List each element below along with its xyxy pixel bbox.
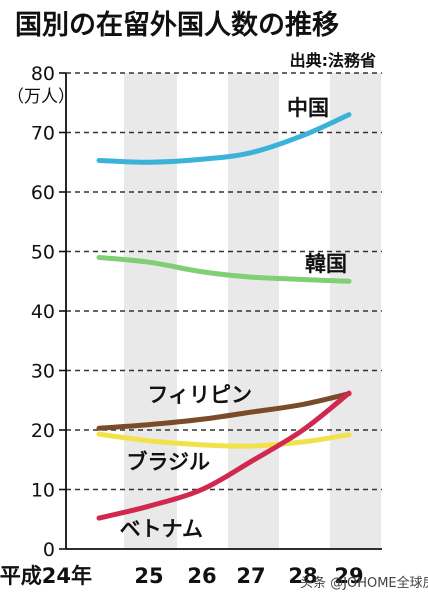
y-tick-label-50: 50: [31, 242, 55, 264]
series-line-philippines: [96, 391, 352, 431]
y-tick-label-40: 40: [31, 301, 55, 323]
x-tick-label-4: 27: [236, 564, 265, 588]
series-label-vietnam: ベトナム: [120, 517, 203, 541]
x-tick-label-5: 28: [288, 564, 317, 588]
series-line-china: [96, 112, 352, 165]
series-line-brazil: [96, 431, 352, 449]
x-tick-label-6: 29: [334, 564, 363, 588]
series-label-philippines: フィリピン: [147, 383, 252, 407]
y-tick-label-20: 20: [31, 420, 55, 442]
y-tick-label-70: 70: [31, 123, 55, 145]
x-tick-label-2: 25: [134, 564, 163, 588]
x-tick-label-1: 平成24年: [0, 564, 92, 588]
series-line-vietnam: [96, 390, 352, 521]
source-note: 出典:法務省: [290, 51, 376, 70]
series-lines: [96, 112, 352, 521]
y-tick-label-0: 0: [43, 539, 55, 561]
axes: 0 10 20 30 40 50 60 70 80 平成24年 25 26 27 28 29: [0, 63, 382, 588]
y-tick-label-60: 60: [31, 182, 55, 204]
series-label-brazil: ブラジル: [126, 450, 210, 474]
y-tick-label-10: 10: [31, 480, 55, 502]
series-label-china: 中国: [287, 96, 329, 120]
watermark-credit: 头条 @JOHOME全球房产: [300, 575, 428, 591]
background-bands: [124, 73, 381, 549]
y-axis-unit: （万人）: [7, 87, 75, 107]
chart-title: 国別の在留外国人数の推移: [15, 10, 339, 41]
series-line-korea: [96, 254, 352, 284]
grid-lines: [66, 72, 382, 491]
series-label-korea: 韓国: [305, 252, 347, 276]
y-tick-label-30: 30: [31, 361, 55, 383]
y-tick-label-80: 80: [31, 63, 55, 85]
x-tick-label-3: 26: [187, 564, 216, 588]
